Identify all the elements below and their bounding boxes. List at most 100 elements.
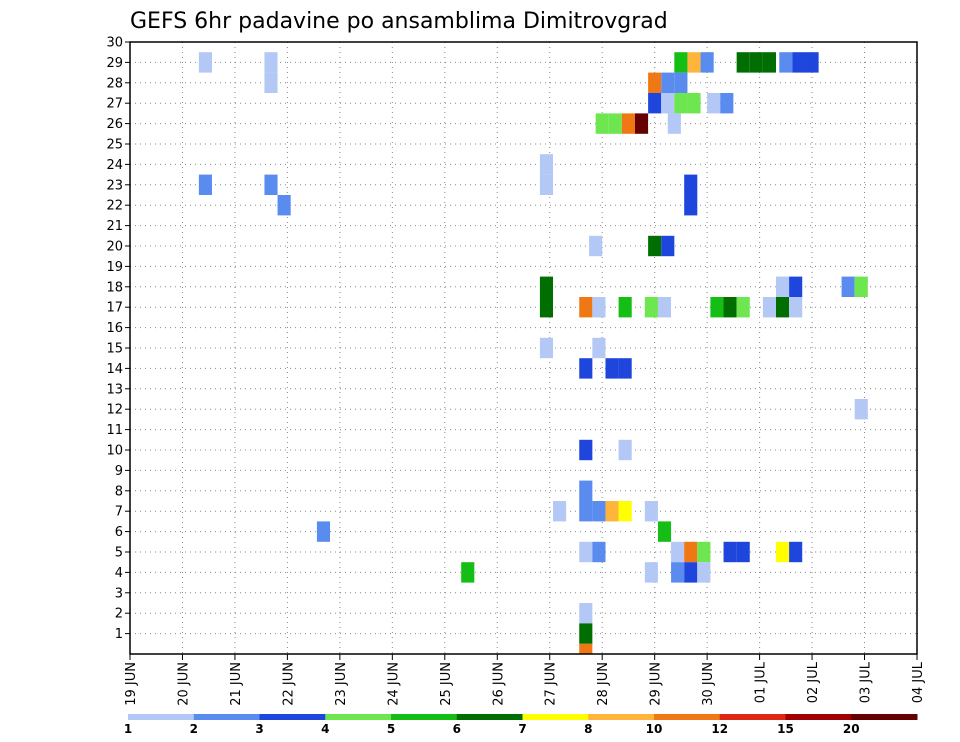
legend-swatch — [654, 714, 721, 720]
x-tick-label: 19 JUN — [124, 662, 139, 706]
data-cell — [723, 297, 737, 318]
data-cell — [579, 501, 593, 522]
data-cell — [684, 195, 698, 216]
x-tick-label: 04 JUL — [911, 661, 926, 703]
legend-swatch — [719, 714, 786, 720]
y-tick-label: 2 — [115, 607, 123, 622]
data-cell — [648, 235, 662, 257]
legend-label: 12 — [711, 722, 728, 736]
y-tick-label: 22 — [106, 199, 123, 214]
data-cell — [579, 358, 593, 379]
legend-label: 4 — [321, 722, 329, 736]
legend-label: 3 — [255, 722, 263, 736]
data-cell — [657, 297, 672, 318]
y-tick-label: 30 — [106, 36, 123, 51]
data-cell — [671, 541, 685, 563]
data-cell — [579, 603, 593, 624]
data-cell — [634, 113, 649, 134]
data-cell — [684, 562, 698, 583]
data-cell — [661, 93, 675, 114]
legend-swatch — [259, 714, 326, 720]
y-tick-label: 23 — [106, 178, 123, 193]
y-tick-label: 18 — [106, 280, 123, 295]
legend-swatch — [193, 714, 260, 720]
data-cell — [539, 297, 554, 318]
data-cell — [707, 93, 721, 114]
data-cell — [608, 113, 622, 134]
data-cell — [539, 154, 554, 175]
data-cell — [674, 52, 688, 73]
x-tick-label: 25 JUN — [439, 662, 454, 706]
data-cell — [553, 501, 567, 522]
data-cell — [720, 93, 734, 114]
data-cell — [762, 52, 776, 73]
x-axis: 19 JUN 20 JUN 21 JUN 22 JUN 23 JUN 24 JUN 25 J… — [124, 654, 926, 706]
legend-swatch — [785, 714, 852, 720]
x-tick-label: 20 JUN — [176, 662, 191, 706]
x-tick-label: 29 JUN — [649, 662, 664, 706]
y-tick-label: 5 — [115, 546, 123, 561]
data-cell — [684, 174, 698, 195]
data-cell — [539, 174, 554, 195]
data-cell — [674, 93, 688, 114]
data-cell — [579, 480, 593, 501]
data-cell — [723, 541, 737, 563]
y-tick-label: 16 — [106, 321, 123, 336]
data-cell — [684, 541, 698, 563]
y-tick-label: 25 — [106, 138, 123, 153]
data-cell — [648, 93, 662, 114]
legend-swatch — [522, 714, 589, 720]
data-cell — [789, 297, 803, 318]
data-cell — [657, 521, 672, 542]
data-cell — [277, 195, 291, 216]
data-cell — [579, 439, 593, 461]
data-cell — [762, 297, 776, 318]
y-tick-label: 10 — [106, 444, 123, 459]
data-cell — [700, 52, 714, 73]
y-tick-label: 8 — [115, 484, 123, 499]
y-tick-label: 27 — [106, 97, 123, 112]
legend-label: 5 — [387, 722, 395, 736]
data-cell — [618, 358, 632, 379]
x-tick-label: 03 JUL — [859, 661, 874, 703]
data-cell — [592, 501, 606, 522]
data-cell — [579, 297, 593, 318]
y-tick-label: 17 — [106, 301, 123, 316]
data-cell — [789, 276, 803, 297]
data-cell — [697, 562, 711, 583]
data-cell — [736, 52, 750, 73]
data-cell — [667, 113, 681, 134]
legend-swatch — [588, 714, 655, 720]
data-cell — [618, 439, 632, 461]
y-tick-label: 15 — [106, 342, 123, 357]
data-cell — [805, 52, 819, 73]
y-tick-label: 6 — [115, 525, 123, 540]
y-tick-label: 3 — [115, 586, 123, 601]
chart-title: GEFS 6hr padavine po ansamblima Dimitrov… — [130, 9, 668, 34]
data-cell — [841, 276, 855, 297]
y-tick-label: 19 — [106, 260, 123, 275]
data-cell — [595, 113, 609, 134]
legend-label: 20 — [843, 722, 860, 736]
legend-label: 15 — [777, 722, 794, 736]
y-tick-label: 4 — [115, 566, 123, 581]
data-cell — [854, 276, 868, 297]
data-cell — [749, 52, 763, 73]
legend-label: 8 — [584, 722, 592, 736]
data-cell — [697, 541, 711, 563]
data-cell — [618, 297, 632, 318]
x-tick-label: 28 JUN — [596, 662, 611, 706]
x-tick-label: 01 JUL — [754, 661, 769, 703]
data-cell — [775, 297, 790, 318]
legend-label: 1 — [124, 722, 132, 736]
data-cell — [779, 52, 793, 73]
y-tick-label: 29 — [106, 56, 123, 71]
y-tick-label: 1 — [115, 627, 123, 642]
legend-label: 10 — [646, 722, 663, 736]
data-cell — [687, 93, 701, 114]
data-cell — [316, 521, 331, 542]
data-cell — [539, 276, 554, 297]
data-cell — [644, 562, 658, 583]
data-cell — [461, 562, 475, 583]
data-cell — [264, 174, 278, 195]
